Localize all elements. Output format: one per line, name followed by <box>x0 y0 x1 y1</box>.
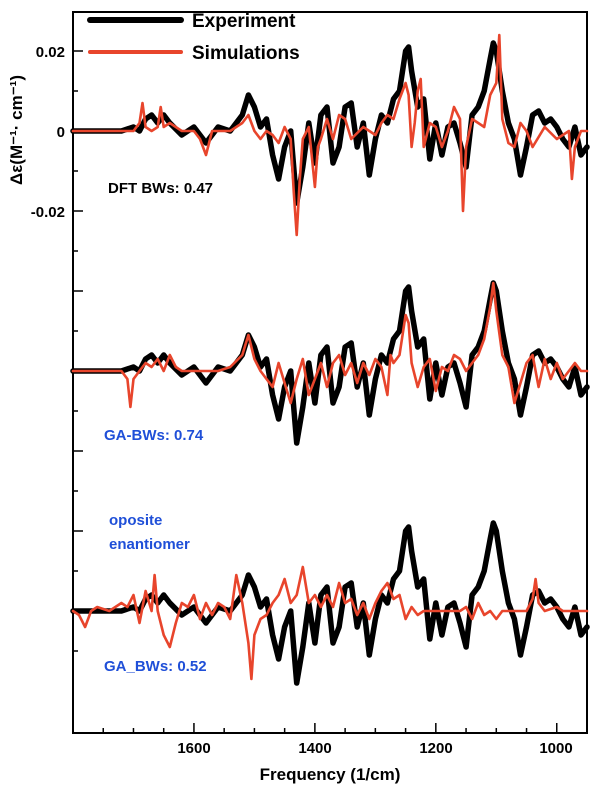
x-tick-label-1400: 1400 <box>298 740 331 757</box>
x-axis-title: Frequency (1/cm) <box>260 765 401 784</box>
panel-note-line-1: oposite <box>109 512 162 529</box>
y-axis-title: Δε(M⁻¹· cm⁻¹) <box>7 75 26 185</box>
panel-label-ga-bws: GA-BWs: 0.74 <box>104 427 204 444</box>
experiment-line-panel-1 <box>70 40 590 206</box>
simulation-line-panel-3 <box>71 565 589 681</box>
x-axis-ticks <box>102 723 588 733</box>
y-tick-label-0.02: 0.02 <box>36 44 65 61</box>
simulation-line-panel-2 <box>71 281 589 409</box>
x-tick-label-1200: 1200 <box>419 740 452 757</box>
simulation-line-panel-1 <box>71 33 589 237</box>
x-tick-label-1600: 1600 <box>177 740 210 757</box>
series-layer <box>70 33 590 686</box>
panel-label-ga-underscore-bws: GA_BWs: 0.52 <box>104 658 207 675</box>
y-tick-label-0: 0 <box>57 124 65 141</box>
experiment-line-panel-3 <box>70 520 590 686</box>
panel-label-dft-bws: DFT BWs: 0.47 <box>108 180 213 197</box>
legend-label-experiment: Experiment <box>192 11 296 32</box>
panel-note-line-2: enantiomer <box>109 536 190 553</box>
experiment-line-panel-2 <box>70 280 590 446</box>
legend-label-simulations: Simulations <box>192 43 300 64</box>
x-tick-label-1000: 1000 <box>539 740 572 757</box>
y-axis-ticks <box>73 50 83 652</box>
legend: Experiment Simulations <box>87 11 300 64</box>
y-tick-label-neg-0.02: -0.02 <box>31 204 65 221</box>
